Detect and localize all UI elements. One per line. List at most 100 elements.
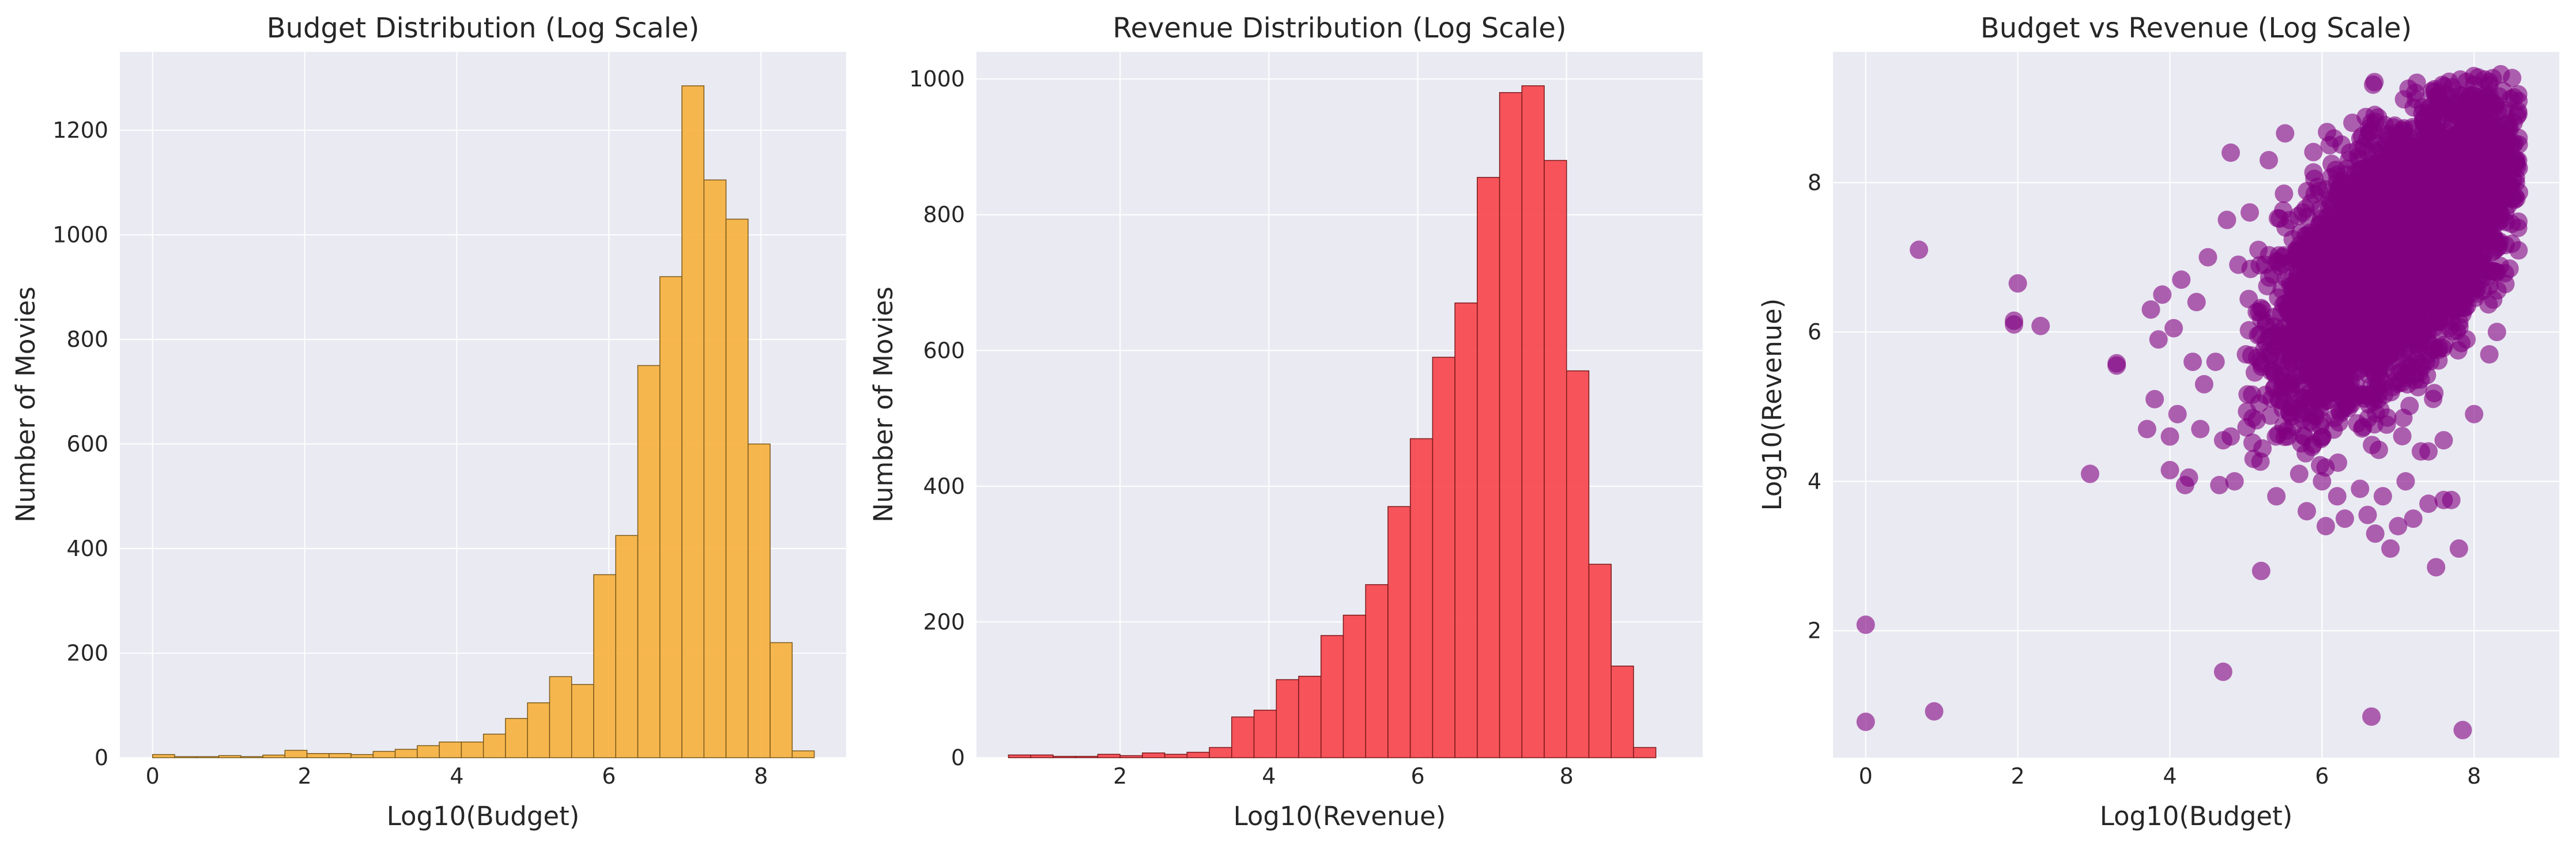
scatter-point xyxy=(2278,427,2297,446)
scatter-point xyxy=(2107,356,2126,375)
scatter-point xyxy=(2172,270,2191,289)
histogram-bar xyxy=(218,755,242,758)
scatter-point xyxy=(2465,86,2484,105)
scatter-point xyxy=(2453,192,2472,211)
scatter-point xyxy=(2297,502,2316,521)
scatter-point xyxy=(2268,209,2287,228)
histogram-bar xyxy=(1409,438,1434,758)
scatter-point xyxy=(2473,103,2492,122)
scatter-point xyxy=(2310,300,2329,319)
histogram-bar xyxy=(1387,506,1411,758)
scatter-point xyxy=(2183,352,2202,371)
scatter-point xyxy=(2344,326,2363,345)
histogram-bar xyxy=(1298,675,1322,758)
scatter-point xyxy=(2371,241,2390,260)
scatter-point xyxy=(2153,285,2172,304)
scatter-point xyxy=(2509,102,2528,121)
scatter-point xyxy=(2031,316,2050,335)
scatter-point xyxy=(2365,387,2384,406)
histogram-bar xyxy=(196,756,220,758)
scatter-point xyxy=(2316,517,2335,536)
scatter-point xyxy=(2319,274,2339,293)
scatter-point xyxy=(2194,375,2213,394)
y-tick-label: 0 xyxy=(95,745,108,770)
scatter-point xyxy=(2080,464,2099,483)
histogram-bar xyxy=(1186,751,1210,758)
scatter-point xyxy=(2396,472,2415,491)
histogram-bar xyxy=(637,365,661,758)
histogram-bar xyxy=(1633,747,1657,758)
scatter-point xyxy=(2244,449,2263,468)
scatter-point xyxy=(2487,323,2506,342)
scatter-point xyxy=(2491,256,2510,275)
scatter-point xyxy=(2441,166,2460,185)
histogram-bar xyxy=(1119,755,1143,758)
scatter-point xyxy=(2289,206,2308,225)
scatter-point xyxy=(2431,145,2450,164)
y-tick-label: 0 xyxy=(951,745,965,770)
histogram-bar xyxy=(505,718,528,758)
histogram-bar xyxy=(1365,584,1389,758)
scatter-point xyxy=(2332,199,2351,218)
scatter-point xyxy=(2313,472,2332,491)
scatter-point xyxy=(2328,487,2347,506)
scatter-point xyxy=(2371,141,2390,160)
scatter-point xyxy=(2426,283,2445,302)
scatter-point xyxy=(2362,707,2381,726)
scatter-point xyxy=(2222,427,2241,446)
scatter-point xyxy=(2005,311,2024,330)
scatter-point xyxy=(2329,243,2348,262)
scatter-point xyxy=(2371,303,2390,322)
x-tick-label: 2 xyxy=(298,763,312,789)
x-tick-label: 0 xyxy=(1859,763,1873,789)
histogram-bar xyxy=(350,754,374,758)
scatter-chart-title: Budget vs Revenue (Log Scale) xyxy=(1981,12,2412,44)
scatter-point xyxy=(2422,313,2441,332)
scatter-point xyxy=(2442,490,2461,509)
scatter-x-axis-label: Log10(Budget) xyxy=(2100,801,2293,831)
scatter-point xyxy=(2206,352,2225,371)
histogram-bar xyxy=(725,218,749,758)
scatter-point xyxy=(2210,475,2229,494)
scatter-point xyxy=(2426,186,2445,205)
scatter-point xyxy=(2264,362,2283,381)
scatter-point xyxy=(2397,308,2416,327)
scatter-point xyxy=(2393,426,2412,445)
scatter-point xyxy=(2008,274,2027,293)
scatter-point xyxy=(2509,135,2528,154)
scatter-point xyxy=(2370,154,2389,173)
histogram-bar xyxy=(681,85,705,758)
scatter-point xyxy=(2145,390,2164,409)
scatter-point xyxy=(2407,73,2426,92)
scatter-point xyxy=(2187,293,2206,312)
scatter-point xyxy=(2327,319,2346,338)
histogram-bar xyxy=(1030,754,1054,758)
scatter-point xyxy=(2328,347,2347,366)
x-tick-label: 2 xyxy=(2011,763,2025,789)
histogram-bar xyxy=(1276,679,1299,758)
x-tick-label: 2 xyxy=(1113,763,1127,789)
histogram-bar xyxy=(1097,754,1121,758)
y-tick-label: 2 xyxy=(1808,618,1821,644)
scatter-point xyxy=(2349,279,2368,298)
scatter-point xyxy=(2411,221,2430,240)
budget-x-axis-label: Log10(Budget) xyxy=(387,801,580,831)
budget-chart-title: Budget Distribution (Log Scale) xyxy=(267,12,700,44)
scatter-point xyxy=(2443,322,2462,341)
histogram-bar xyxy=(240,756,263,758)
histogram-bar xyxy=(262,754,286,758)
histogram-bar xyxy=(659,276,682,758)
x-tick-label: 8 xyxy=(2467,763,2481,789)
histogram-bar xyxy=(615,535,639,758)
x-tick-label: 6 xyxy=(2315,763,2329,789)
histogram-bar xyxy=(1588,564,1612,758)
scatter-point xyxy=(2243,385,2262,404)
scatter-point xyxy=(2245,363,2264,382)
histogram-bar xyxy=(482,733,506,758)
histogram-bar xyxy=(306,753,330,758)
scatter-point xyxy=(2505,88,2524,107)
scatter-point xyxy=(2424,390,2443,409)
scatter-point xyxy=(2480,75,2499,94)
